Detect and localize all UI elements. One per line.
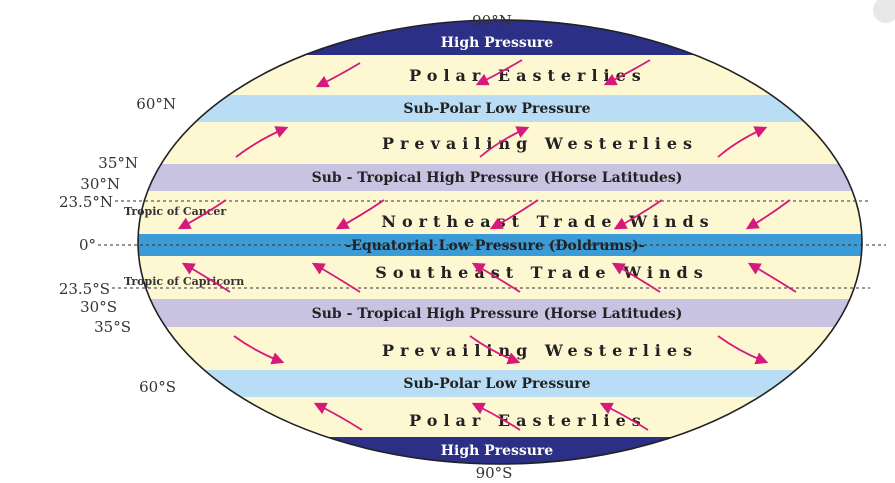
arrow-ne-trade-2 bbox=[335, 199, 385, 230]
lat-30n: 30°N bbox=[80, 175, 120, 193]
lat-23-5s: 23.5°S bbox=[59, 280, 110, 298]
arrow-north-polar-2 bbox=[475, 59, 523, 86]
south-high-pressure-label: High Pressure bbox=[441, 443, 554, 459]
lat-90s: 90°S bbox=[476, 464, 513, 482]
arrow-south-polar-1 bbox=[313, 402, 363, 431]
lat-30s: 30°S bbox=[80, 298, 117, 316]
lat-35s: 35°S bbox=[94, 318, 131, 336]
north-polar-easterlies-label: Polar Easterlies bbox=[409, 66, 647, 85]
arrow-south-westerly-3 bbox=[717, 335, 769, 365]
south-prevailing-westerlies-label: Prevailing Westerlies bbox=[382, 341, 698, 360]
lat-23-5n: 23.5°N bbox=[59, 193, 113, 211]
lat-0: 0° bbox=[79, 236, 96, 254]
arrow-north-westerly-2 bbox=[479, 126, 530, 158]
arrow-ne-trade-1 bbox=[177, 199, 227, 230]
arrow-se-trade-3 bbox=[471, 262, 521, 293]
corner-circle-icon bbox=[873, 0, 895, 23]
arrow-north-polar-3 bbox=[603, 59, 651, 86]
arrow-south-polar-3 bbox=[599, 402, 649, 431]
arrow-ne-trade-3 bbox=[489, 199, 539, 230]
northeast-trade-winds-label: Northeast Trade Winds bbox=[381, 212, 714, 231]
north-prevailing-westerlies-label: Prevailing Westerlies bbox=[382, 134, 698, 153]
arrow-se-trade-5 bbox=[747, 262, 797, 293]
north-high-pressure-label: High Pressure bbox=[441, 35, 554, 51]
south-subtropical-high-label: Sub - Tropical High Pressure (Horse Lati… bbox=[312, 306, 683, 322]
lat-90n: 90°N bbox=[472, 12, 512, 30]
tropic-of-cancer-label: Tropic of Cancer bbox=[124, 205, 226, 218]
lat-35n: 35°N bbox=[98, 154, 138, 172]
arrow-south-westerly-2 bbox=[469, 335, 521, 365]
south-subpolar-low-label: Sub-Polar Low Pressure bbox=[403, 376, 590, 392]
arrow-ne-trade-5 bbox=[745, 199, 791, 230]
arrow-north-westerly-3 bbox=[717, 126, 768, 158]
north-subpolar-low-label: Sub-Polar Low Pressure bbox=[403, 101, 590, 117]
equatorial-low-label: -Equatorial Low Pressure (Doldrums)- bbox=[345, 238, 644, 254]
north-subpolar-low-band bbox=[138, 95, 862, 122]
arrow-north-polar-1 bbox=[315, 62, 361, 88]
arrow-se-trade-2 bbox=[311, 262, 361, 293]
arrow-south-polar-2 bbox=[471, 402, 521, 431]
south-polar-easterlies-label: Polar Easterlies bbox=[409, 411, 647, 430]
globe-outline bbox=[137, 19, 863, 465]
south-subpolar-low-band bbox=[138, 370, 862, 397]
arrow-se-trade-1 bbox=[181, 262, 231, 293]
north-subtropical-high-label: Sub - Tropical High Pressure (Horse Lati… bbox=[312, 170, 683, 186]
north-subtropical-high-band bbox=[138, 164, 862, 191]
lat-60s: 60°S bbox=[139, 378, 176, 396]
arrow-south-westerly-1 bbox=[233, 335, 285, 365]
south-subtropical-high-band bbox=[138, 299, 862, 327]
arrow-se-trade-4 bbox=[611, 262, 661, 293]
tropic-of-capricorn-label: Tropic of Capricorn bbox=[124, 275, 244, 288]
southeast-trade-winds-label: Southeast Trade Winds bbox=[375, 263, 708, 282]
arrow-ne-trade-4 bbox=[613, 199, 663, 230]
lat-60n: 60°N bbox=[136, 95, 176, 113]
arrow-north-westerly-1 bbox=[235, 126, 289, 158]
